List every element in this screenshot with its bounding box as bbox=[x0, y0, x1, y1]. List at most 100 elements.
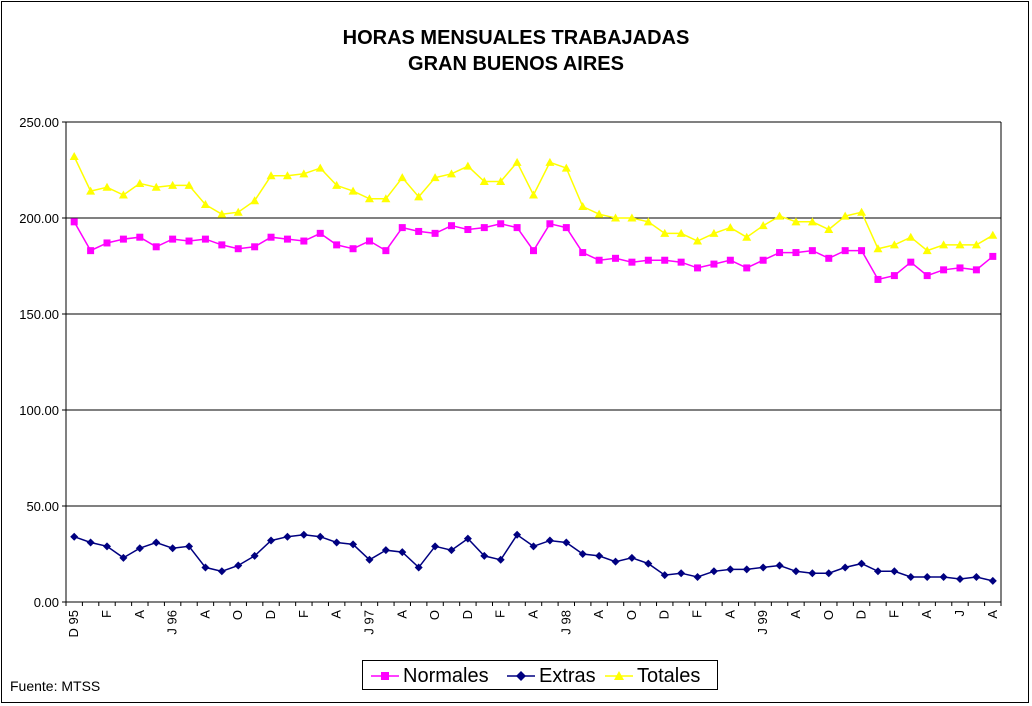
data-point-totales bbox=[397, 173, 407, 182]
legend-totales-label: Totales bbox=[637, 665, 701, 687]
data-point-extras bbox=[595, 551, 604, 560]
data-point-totales bbox=[446, 169, 456, 178]
x-tick-label: D bbox=[657, 610, 672, 619]
data-point-extras bbox=[267, 536, 276, 545]
data-point-extras bbox=[578, 550, 587, 558]
data-point-normales bbox=[234, 245, 242, 253]
data-point-normales bbox=[415, 227, 423, 235]
data-point-totales bbox=[168, 180, 178, 189]
data-point-normales bbox=[661, 256, 669, 264]
x-tick-label: O bbox=[821, 610, 836, 620]
data-point-totales bbox=[775, 211, 785, 220]
data-point-normales bbox=[316, 229, 324, 237]
x-tick-label: O bbox=[624, 610, 639, 620]
x-tick-label: A bbox=[329, 610, 344, 619]
data-point-extras bbox=[299, 530, 308, 539]
x-tick-label: J 96 bbox=[165, 610, 180, 635]
data-point-normales bbox=[759, 256, 767, 264]
data-point-totales bbox=[824, 225, 834, 234]
data-point-normales bbox=[989, 252, 997, 260]
data-point-totales bbox=[364, 194, 374, 203]
data-point-totales bbox=[988, 230, 998, 239]
data-point-normales bbox=[398, 224, 406, 232]
data-point-normales bbox=[825, 254, 833, 262]
data-point-totales bbox=[643, 217, 653, 226]
data-point-normales bbox=[152, 243, 160, 251]
data-point-extras bbox=[988, 576, 997, 585]
data-point-extras bbox=[365, 555, 374, 564]
data-point-normales bbox=[136, 233, 144, 241]
data-point-extras bbox=[70, 532, 79, 541]
data-point-extras bbox=[86, 538, 95, 547]
data-point-extras bbox=[873, 567, 882, 576]
data-point-totales bbox=[266, 171, 276, 180]
series-line-totales bbox=[73, 156, 994, 252]
legend-extras-marker bbox=[516, 671, 526, 681]
data-point-extras bbox=[791, 567, 800, 576]
data-point-extras bbox=[906, 573, 915, 582]
data-point-totales bbox=[118, 190, 128, 199]
data-point-normales bbox=[70, 218, 78, 226]
data-point-totales bbox=[282, 171, 292, 180]
x-tick-label: F bbox=[690, 610, 705, 618]
x-tick-label: D bbox=[854, 610, 869, 619]
data-point-totales bbox=[627, 213, 637, 222]
x-tick-label: O bbox=[230, 610, 245, 620]
data-point-totales bbox=[299, 169, 309, 178]
data-point-totales bbox=[676, 228, 686, 237]
x-tick-label: F bbox=[493, 610, 508, 618]
data-point-totales bbox=[594, 209, 604, 218]
x-tick-label: A bbox=[591, 610, 606, 619]
data-point-normales bbox=[808, 247, 816, 255]
y-tick-label: 250.00 bbox=[19, 115, 59, 130]
data-point-normales bbox=[431, 229, 439, 237]
data-point-normales bbox=[890, 272, 898, 280]
data-point-totales bbox=[529, 190, 538, 199]
data-point-normales bbox=[628, 258, 636, 266]
data-point-extras bbox=[480, 551, 489, 560]
data-point-normales bbox=[218, 241, 226, 249]
data-point-totales bbox=[233, 207, 243, 216]
data-point-normales bbox=[267, 233, 275, 241]
data-point-totales bbox=[250, 196, 260, 205]
data-point-totales bbox=[479, 177, 489, 186]
data-point-extras bbox=[103, 542, 112, 551]
data-point-totales bbox=[315, 163, 325, 172]
source-note: Fuente: MTSS bbox=[10, 678, 101, 694]
data-point-extras bbox=[726, 565, 735, 574]
data-point-normales bbox=[972, 266, 980, 274]
data-point-normales bbox=[612, 254, 620, 262]
x-tick-label: D 95 bbox=[66, 610, 81, 637]
data-point-normales bbox=[464, 226, 472, 234]
x-tick-label: A bbox=[526, 610, 541, 619]
data-point-normales bbox=[792, 249, 800, 257]
data-point-totales bbox=[414, 192, 424, 201]
data-point-totales bbox=[758, 221, 768, 230]
data-point-normales bbox=[300, 237, 308, 245]
data-point-totales bbox=[332, 180, 342, 189]
data-point-normales bbox=[956, 264, 964, 272]
data-point-extras bbox=[152, 538, 161, 547]
data-point-totales bbox=[430, 173, 440, 182]
data-point-normales bbox=[579, 249, 587, 257]
data-point-extras bbox=[775, 561, 784, 570]
data-point-normales bbox=[694, 264, 702, 272]
data-point-normales bbox=[644, 256, 652, 264]
x-tick-label: O bbox=[427, 610, 442, 620]
data-point-extras bbox=[693, 573, 702, 582]
x-tick-label: J 97 bbox=[361, 610, 376, 635]
series-line-extras bbox=[73, 533, 993, 582]
data-point-extras bbox=[185, 542, 194, 551]
data-point-extras bbox=[545, 536, 554, 545]
data-point-totales bbox=[86, 186, 96, 195]
data-point-extras bbox=[217, 567, 226, 576]
data-point-normales bbox=[185, 237, 193, 245]
y-tick-label: 100.00 bbox=[19, 403, 59, 418]
x-tick-label: J 99 bbox=[755, 610, 770, 635]
data-point-totales bbox=[496, 177, 506, 186]
data-point-extras bbox=[890, 567, 899, 576]
data-point-normales bbox=[841, 247, 849, 255]
data-point-normales bbox=[283, 235, 291, 243]
data-point-extras bbox=[119, 553, 128, 562]
data-point-totales bbox=[611, 213, 621, 222]
